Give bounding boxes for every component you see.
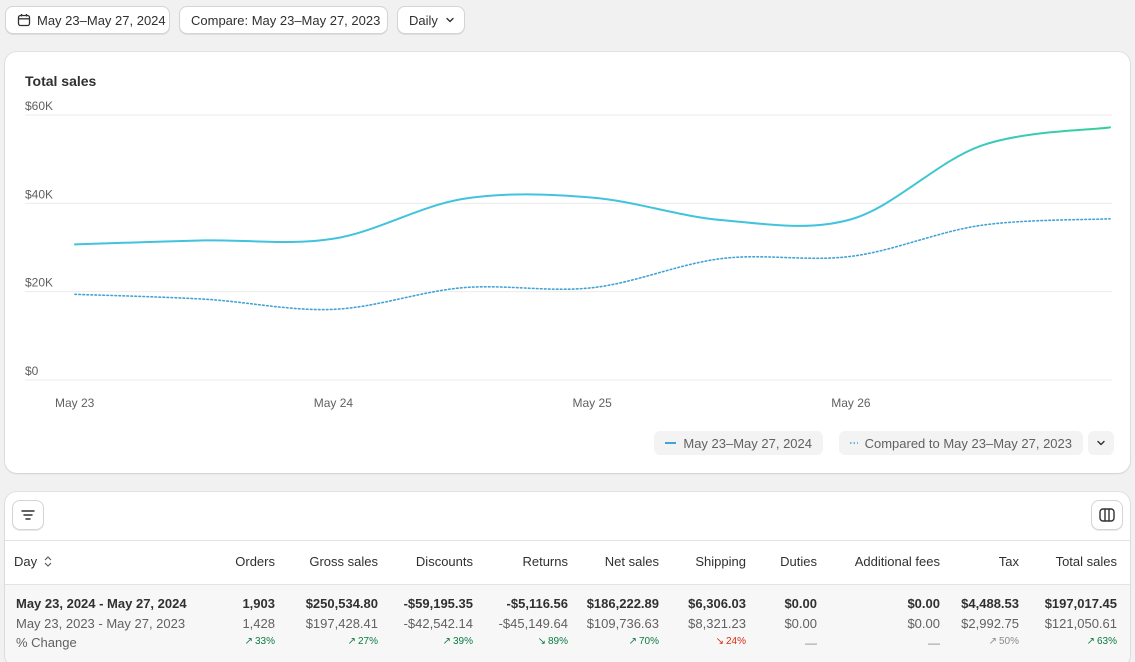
- row-previous-gross: $197,428.41: [305, 616, 378, 631]
- row-previous-orders: 1,428: [242, 616, 275, 631]
- x-tick-label: May 25: [573, 396, 613, 410]
- row-current-tax: $4,488.53: [961, 596, 1019, 611]
- row-current-duties: $0.00: [784, 596, 817, 611]
- change-net: ↗ 70%: [629, 636, 659, 647]
- dotted-line-swatch-icon: [850, 442, 858, 444]
- column-header-net-sales[interactable]: Net sales: [604, 554, 659, 569]
- legend-toggle-button[interactable]: [1088, 431, 1114, 455]
- change-orders-value: 33%: [254, 636, 275, 647]
- change-discounts: ↗ 39%: [443, 636, 473, 647]
- row-current-shipping: $6,306.03: [688, 596, 746, 611]
- change-gross-value: 27%: [357, 636, 378, 647]
- total-sales-chart: $60K $40K $20K $0 May 23 May 24 May 25 May 26: [25, 99, 1112, 410]
- legend-comparison-label: Compared to May 23–May 27, 2023: [864, 435, 1072, 451]
- calendar-icon: [17, 14, 31, 27]
- granularity-label: Daily: [409, 12, 438, 28]
- arrow-up-right-icon: ↗: [244, 636, 253, 647]
- column-header-discounts[interactable]: Discounts: [415, 554, 473, 569]
- arrow-down-right-icon: ↘: [715, 636, 724, 647]
- filter-button[interactable]: [12, 500, 44, 530]
- change-gross: ↗ 27%: [348, 636, 378, 647]
- row-previous-shipping: $8,321.23: [688, 616, 746, 631]
- compare-label: Compare: May 23–May 27, 2023: [191, 12, 381, 28]
- arrow-up-right-icon: ↗: [442, 636, 451, 647]
- row-previous-tax: $2,992.75: [961, 616, 1019, 631]
- change-shipping: ↘ 24%: [716, 636, 746, 647]
- column-header-gross-sales[interactable]: Gross sales: [309, 554, 378, 569]
- solid-line-swatch-icon: [665, 442, 677, 444]
- change-total: ↗ 63%: [1087, 636, 1117, 647]
- change-returns: ↘ 89%: [538, 636, 568, 647]
- row-current-total: $197,017.45: [1044, 596, 1117, 611]
- y-tick-label: $60K: [25, 99, 53, 113]
- row-current-discounts: -$59,195.35: [403, 596, 473, 611]
- change-fees: —: [928, 636, 940, 650]
- chevron-down-icon: [446, 17, 454, 23]
- change-shipping-value: 24%: [725, 636, 746, 647]
- chevron-down-icon: [1097, 440, 1105, 446]
- sort-icon: [44, 556, 52, 567]
- column-header-duties[interactable]: Duties: [780, 554, 817, 569]
- chart-title: Total sales: [25, 73, 97, 89]
- change-net-value: 70%: [638, 636, 659, 647]
- legend-current[interactable]: May 23–May 27, 2024: [654, 431, 823, 455]
- column-header-returns[interactable]: Returns: [522, 554, 568, 569]
- total-sales-card: Total sales $60K $40K $20K $0 May 23 May 24 M…: [5, 52, 1130, 473]
- change-tax-value: 50%: [998, 636, 1019, 647]
- sales-table-card: Day Orders Gross sales Discounts Returns…: [5, 492, 1130, 662]
- column-header-day[interactable]: Day: [14, 554, 52, 569]
- row-previous-discounts: -$42,542.14: [403, 616, 473, 631]
- x-tick-label: May 24: [314, 396, 354, 410]
- legend-current-label: May 23–May 27, 2024: [683, 435, 812, 451]
- column-header-tax[interactable]: Tax: [998, 554, 1019, 569]
- y-tick-label: $20K: [25, 276, 53, 290]
- change-discounts-value: 39%: [452, 636, 473, 647]
- row-current-label: May 23, 2024 - May 27, 2024: [16, 596, 187, 611]
- legend-comparison[interactable]: Compared to May 23–May 27, 2023: [839, 431, 1083, 455]
- row-current-gross: $250,534.80: [305, 596, 378, 611]
- row-previous-returns: -$45,149.64: [498, 616, 568, 631]
- row-previous-label: May 23, 2023 - May 27, 2023: [16, 616, 186, 631]
- date-range-label: May 23–May 27, 2024: [37, 12, 166, 28]
- arrow-up-right-icon: ↗: [347, 636, 356, 647]
- series-line-comparison: [74, 217, 1111, 311]
- row-previous-net: $109,736.63: [586, 616, 659, 631]
- y-tick-label: $40K: [25, 187, 53, 201]
- row-previous-fees: $0.00: [907, 616, 940, 631]
- table-header: Day Orders Gross sales Discounts Returns…: [5, 540, 1130, 585]
- arrow-up-right-icon: ↗: [1086, 636, 1095, 647]
- series-line-current: [74, 126, 1111, 246]
- row-previous-total: $121,050.61: [1044, 616, 1117, 631]
- x-tick-label: May 26: [831, 396, 871, 410]
- arrow-up-right-icon: ↗: [628, 636, 637, 647]
- change-tax: ↗ 50%: [989, 636, 1019, 647]
- row-current-returns: -$5,116.56: [506, 596, 568, 611]
- filter-icon: [21, 510, 35, 520]
- row-current-fees: $0.00: [907, 596, 940, 611]
- row-current-orders: 1,903: [242, 596, 275, 611]
- change-orders: ↗ 33%: [245, 636, 275, 647]
- column-header-day-label: Day: [14, 554, 38, 569]
- row-previous-duties: $0.00: [784, 616, 817, 631]
- column-header-additional-fees[interactable]: Additional fees: [854, 554, 940, 569]
- change-returns-value: 89%: [547, 636, 568, 647]
- granularity-select[interactable]: Daily: [397, 6, 465, 34]
- column-header-orders[interactable]: Orders: [235, 554, 275, 569]
- date-range-button[interactable]: May 23–May 27, 2024: [5, 6, 170, 34]
- columns-icon: [1099, 508, 1115, 522]
- column-header-shipping[interactable]: Shipping: [695, 554, 746, 569]
- compare-button[interactable]: Compare: May 23–May 27, 2023: [179, 6, 388, 34]
- column-header-total-sales[interactable]: Total sales: [1055, 554, 1117, 569]
- change-duties: —: [805, 636, 817, 650]
- row-current-net: $186,222.89: [586, 596, 659, 611]
- x-tick-label: May 23: [55, 396, 95, 410]
- change-total-value: 63%: [1096, 636, 1117, 647]
- table-body: May 23, 2024 - May 27, 2024 1,903 $250,5…: [5, 585, 1130, 662]
- columns-button[interactable]: [1091, 500, 1123, 530]
- y-tick-label: $0: [25, 364, 39, 378]
- arrow-up-right-icon: ↗: [988, 636, 997, 647]
- change-row-label: % Change: [16, 635, 77, 650]
- arrow-down-right-icon: ↘: [537, 636, 546, 647]
